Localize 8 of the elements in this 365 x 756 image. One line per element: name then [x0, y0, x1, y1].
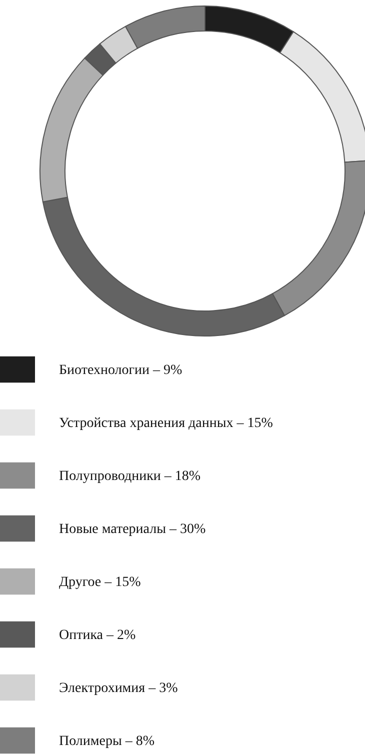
legend-label: Биотехнологии – 9% — [59, 362, 182, 378]
legend-label: Полупроводники – 18% — [59, 468, 201, 484]
legend-label: Оптика – 2% — [59, 628, 136, 642]
legend-label: Электрохимия – 3% — [59, 680, 178, 696]
legend-label: Другое – 15% — [59, 574, 141, 590]
legend-label: Полимеры – 8% — [59, 734, 155, 748]
legend-label: Новые материалы – 30% — [59, 522, 206, 536]
legend-label: Устройства хранения данных – 15% — [59, 416, 273, 430]
